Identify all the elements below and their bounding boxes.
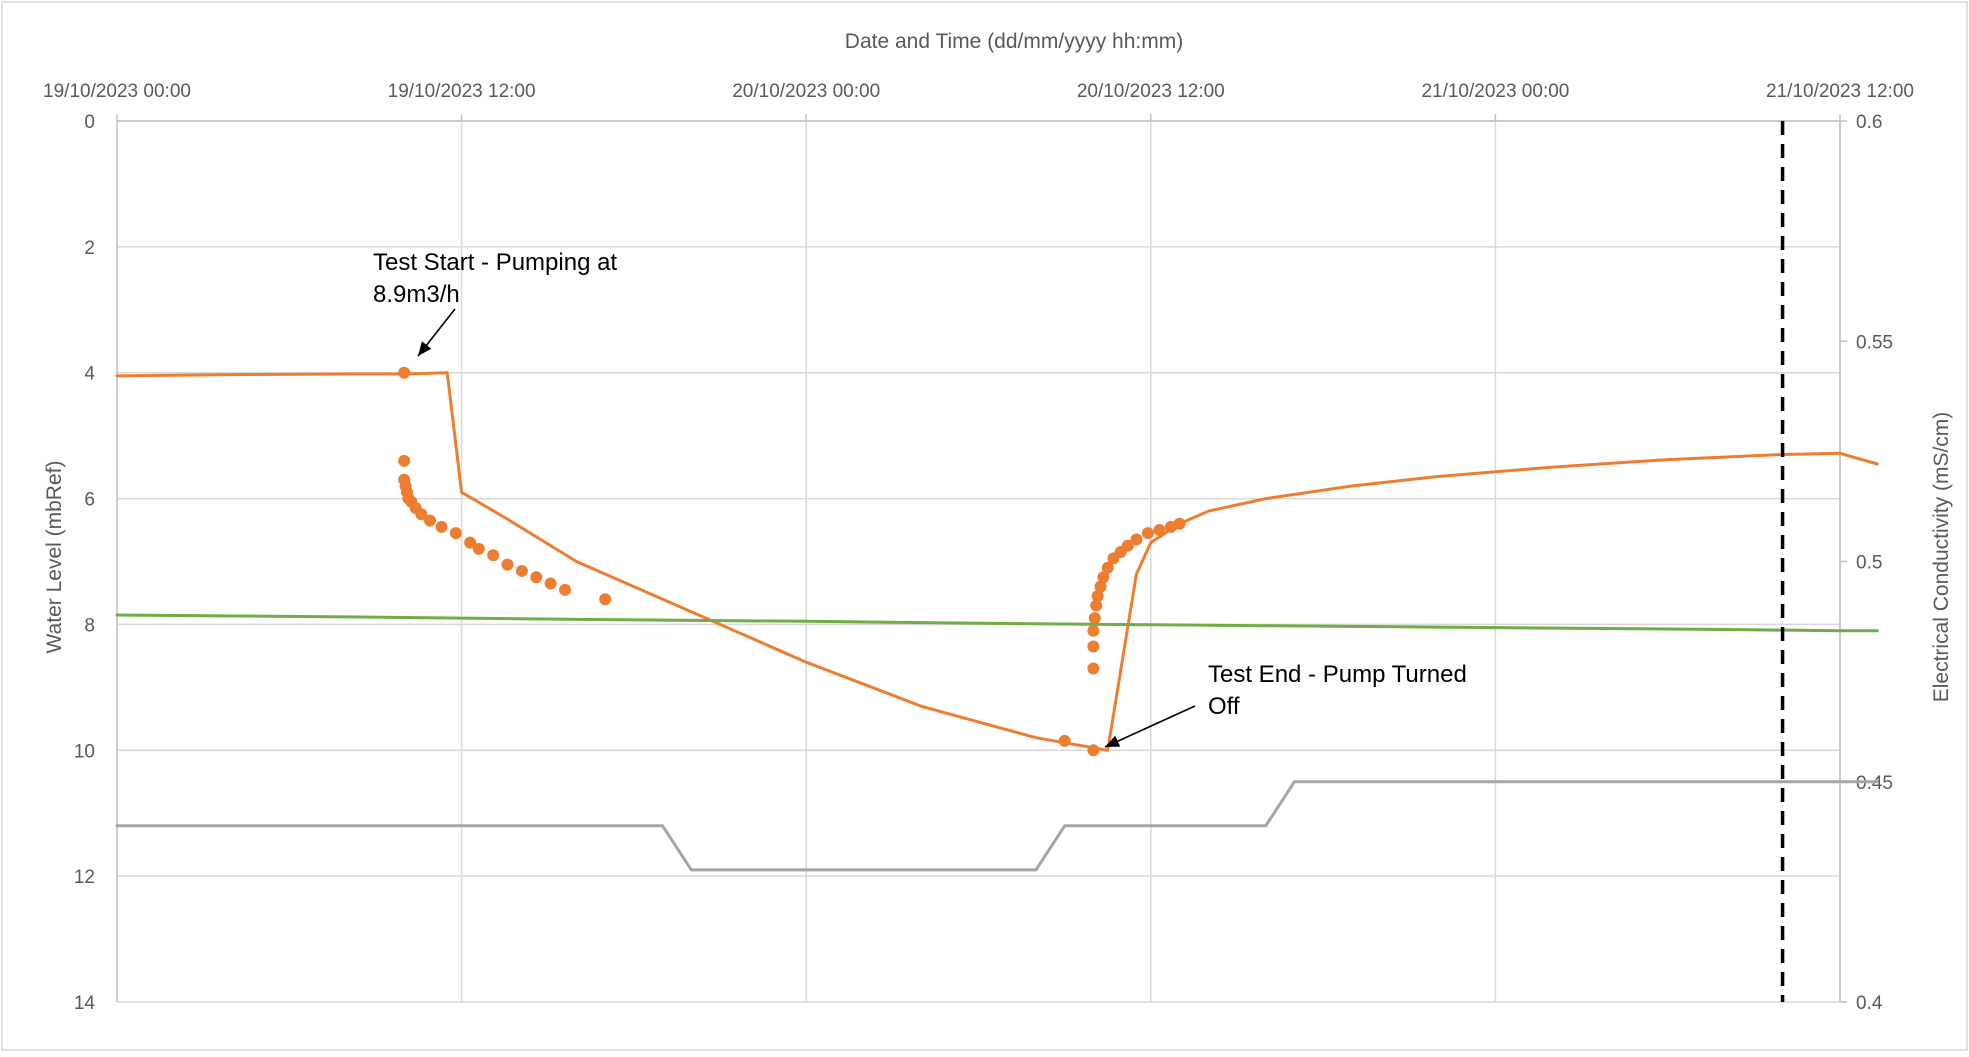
x-tick-label: 21/10/2023 12:00 <box>1766 81 1914 102</box>
series-marker-water_level <box>1087 744 1100 757</box>
y-left-tick-label: 10 <box>74 741 95 762</box>
series-marker-water_level <box>515 564 528 577</box>
series-marker-water_level <box>599 593 612 606</box>
series-marker-water_level <box>1090 599 1103 612</box>
annotation-arrow <box>1104 705 1196 748</box>
series-marker-water_level <box>1094 580 1107 593</box>
series-marker-water_level <box>1141 527 1154 540</box>
y-right-tick-label: 0.4 <box>1856 993 1883 1014</box>
series-marker-water_level <box>398 366 411 379</box>
y-left-tick-label: 4 <box>84 364 95 385</box>
y-left-tick-label: 8 <box>84 615 95 636</box>
series-line-electrical_conductivity <box>115 780 1879 872</box>
series-marker-water_level <box>424 514 437 527</box>
series <box>115 121 1879 1002</box>
y-left-tick-label: 0 <box>84 112 95 133</box>
annotation-arrowhead <box>418 341 432 356</box>
series-marker-water_level <box>530 571 543 584</box>
x-tick-label: 19/10/2023 00:00 <box>43 81 191 102</box>
axes: 0 2 4 6 8 10 12 14 19/10/2023 00:00 19/10/2023 12… <box>43 81 1914 1014</box>
y-left-tick-label: 6 <box>84 490 95 511</box>
series-marker-water_level <box>1101 561 1114 574</box>
series-marker-water_level <box>1130 533 1143 546</box>
y-axis-right-title: Electrical Conductivity (mS/cm) <box>1930 412 1953 703</box>
x-tick-label: 21/10/2023 00:00 <box>1421 81 1569 102</box>
x-axis-title: Date and Time (dd/mm/yyyy hh:mm) <box>845 30 1183 53</box>
series-marker-water_level <box>1153 524 1166 537</box>
series-marker-water_level <box>1097 571 1110 584</box>
y-right-tick-label: 0.55 <box>1856 332 1893 353</box>
series-marker-water_level <box>398 454 411 467</box>
series-marker-water_level <box>1173 517 1186 530</box>
y-axis-left-title: Water Level (mbRef) <box>43 461 66 654</box>
series-marker-water_level <box>415 508 428 521</box>
series-marker-water_level <box>435 520 448 533</box>
series-marker-water_level <box>1088 612 1101 625</box>
series-marker-water_level <box>464 536 477 549</box>
series-marker-water_level <box>472 542 485 555</box>
series-marker-water_level <box>1058 734 1071 747</box>
y-right-tick-label: 0.6 <box>1856 112 1882 133</box>
y-left-tick-label: 2 <box>84 238 95 259</box>
annotation-arrowhead <box>1105 735 1121 747</box>
series-marker-water_level <box>1121 539 1134 552</box>
x-tick-label: 19/10/2023 12:00 <box>388 81 536 102</box>
y-left-tick-label: 12 <box>74 867 95 888</box>
y-right-tick-label: 0.5 <box>1856 553 1882 574</box>
series-marker-water_level <box>501 558 514 571</box>
series-marker-water_level <box>449 527 462 540</box>
series-marker-water_level <box>487 549 500 562</box>
series-marker-water_level <box>1087 662 1100 675</box>
series-marker-water_level <box>558 583 571 596</box>
y-left-tick-label: 14 <box>74 993 96 1014</box>
annotation-text: 8.9m3/h <box>373 281 460 308</box>
annotation-text: Test End - Pump Turned <box>1208 661 1467 688</box>
series-marker-water_level <box>544 577 557 590</box>
series-marker-water_level <box>1087 624 1100 637</box>
series-marker-water_level <box>1091 590 1104 603</box>
annotations: Test Start - Pumping at 8.9m3/h Test End -… <box>373 249 1467 748</box>
series-marker-water_level <box>1087 640 1100 653</box>
annotation-text: Test Start - Pumping at <box>373 249 617 276</box>
x-tick-label: 20/10/2023 00:00 <box>732 81 880 102</box>
series-line-water_level <box>115 371 1879 752</box>
x-tick-label: 20/10/2023 12:00 <box>1077 81 1225 102</box>
annotation-text: Off <box>1208 693 1240 720</box>
